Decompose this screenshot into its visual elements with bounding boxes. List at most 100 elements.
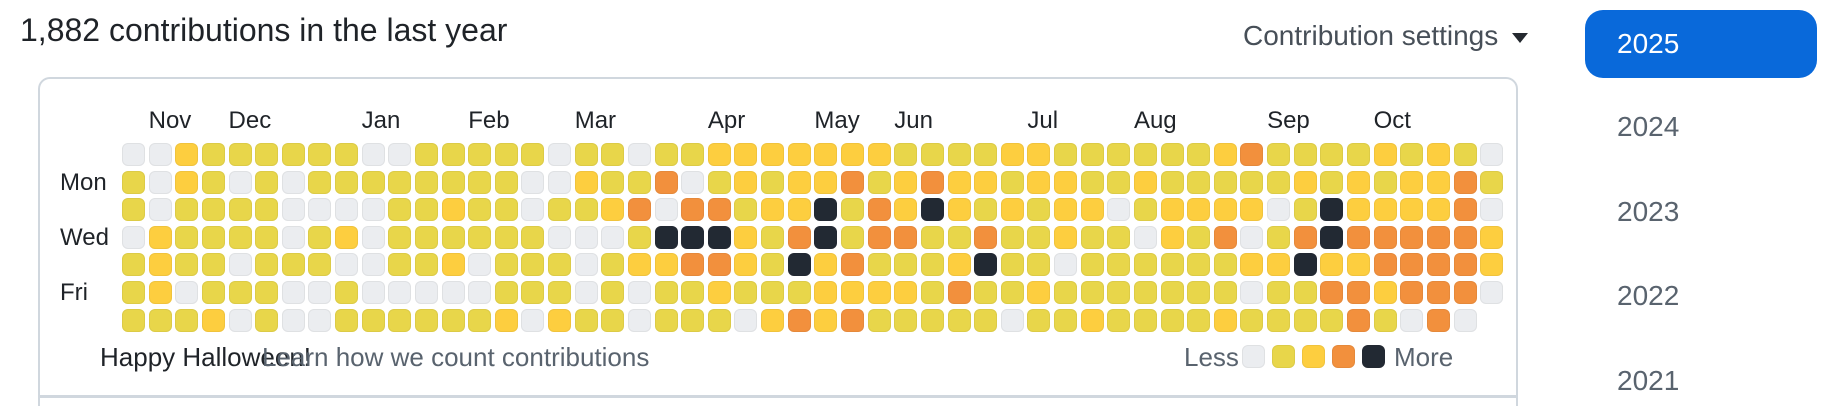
contribution-cell[interactable] [1480, 253, 1504, 277]
contribution-cell[interactable] [867, 281, 891, 304]
contribution-cell[interactable] [1187, 308, 1211, 332]
contribution-cell[interactable] [761, 170, 785, 194]
contribution-cell[interactable] [627, 170, 651, 194]
contribution-cell[interactable] [414, 170, 438, 194]
contribution-cell[interactable] [494, 253, 518, 277]
contribution-cell[interactable] [228, 281, 252, 304]
contribution-cell[interactable] [1373, 308, 1397, 332]
contribution-cell[interactable] [681, 170, 705, 194]
contribution-cell[interactable] [335, 143, 359, 166]
contribution-cell[interactable] [1000, 198, 1024, 222]
contribution-cell[interactable] [627, 281, 651, 304]
contribution-cell[interactable] [1107, 253, 1131, 277]
contribution-cell[interactable] [255, 198, 279, 222]
contribution-cell[interactable] [681, 253, 705, 277]
contribution-cell[interactable] [1480, 143, 1504, 166]
contribution-cell[interactable] [201, 198, 225, 222]
contribution-settings-dropdown[interactable]: Contribution settings [1243, 20, 1529, 52]
contribution-cell[interactable] [787, 281, 811, 304]
contribution-cell[interactable] [1133, 198, 1157, 222]
contribution-cell[interactable] [867, 308, 891, 332]
year-button-2023[interactable]: 2023 [1617, 196, 1680, 227]
contribution-cell[interactable] [1480, 225, 1504, 249]
contribution-cell[interactable] [441, 253, 465, 277]
contribution-cell[interactable] [1054, 198, 1078, 222]
contribution-cell[interactable] [654, 170, 678, 194]
contribution-cell[interactable] [1240, 170, 1264, 194]
contribution-cell[interactable] [361, 308, 385, 332]
contribution-cell[interactable] [1373, 281, 1397, 304]
contribution-cell[interactable] [228, 198, 252, 222]
contribution-cell[interactable] [1267, 170, 1291, 194]
contribution-cell[interactable] [974, 170, 998, 194]
contribution-cell[interactable] [1320, 198, 1344, 222]
contribution-cell[interactable] [228, 225, 252, 249]
contribution-cell[interactable] [1027, 198, 1051, 222]
contribution-cell[interactable] [1400, 225, 1424, 249]
contribution-cell[interactable] [1426, 308, 1450, 332]
contribution-cell[interactable] [841, 253, 864, 277]
contribution-cell[interactable] [228, 170, 252, 194]
contribution-cell[interactable] [601, 170, 625, 194]
contribution-cell[interactable] [1400, 143, 1424, 166]
contribution-cell[interactable] [1160, 308, 1184, 332]
contribution-cell[interactable] [974, 253, 998, 277]
contribution-cell[interactable] [255, 281, 279, 304]
contribution-cell[interactable] [255, 308, 279, 332]
contribution-cell[interactable] [1213, 308, 1237, 332]
contribution-cell[interactable] [1213, 198, 1237, 222]
contribution-cell[interactable] [122, 170, 145, 194]
contribution-cell[interactable] [1080, 308, 1104, 332]
contribution-cell[interactable] [494, 198, 518, 222]
contribution-cell[interactable] [1346, 198, 1370, 222]
contribution-cell[interactable] [974, 143, 998, 166]
contribution-cell[interactable] [920, 143, 944, 166]
contribution-cell[interactable] [894, 253, 918, 277]
contribution-cell[interactable] [1346, 308, 1370, 332]
contribution-cell[interactable] [1293, 225, 1317, 249]
contribution-cell[interactable] [148, 143, 172, 166]
contribution-cell[interactable] [814, 308, 838, 332]
contribution-cell[interactable] [1160, 225, 1184, 249]
contribution-cell[interactable] [761, 253, 785, 277]
contribution-cell[interactable] [654, 225, 678, 249]
contribution-cell[interactable] [1267, 225, 1291, 249]
contribution-cell[interactable] [228, 253, 252, 277]
contribution-cell[interactable] [707, 281, 731, 304]
contribution-cell[interactable] [281, 143, 305, 166]
contribution-cell[interactable] [441, 281, 465, 304]
year-button-2025[interactable]: 2025 [1585, 10, 1817, 78]
contribution-cell[interactable] [414, 143, 438, 166]
contribution-cell[interactable] [1293, 308, 1317, 332]
contribution-cell[interactable] [414, 225, 438, 249]
contribution-cell[interactable] [1054, 281, 1078, 304]
contribution-cell[interactable] [1000, 308, 1024, 332]
contribution-cell[interactable] [707, 253, 731, 277]
contribution-cell[interactable] [388, 281, 412, 304]
contribution-cell[interactable] [308, 225, 332, 249]
contribution-cell[interactable] [1054, 143, 1078, 166]
contribution-cell[interactable] [201, 143, 225, 166]
year-button-2021[interactable]: 2021 [1617, 365, 1680, 396]
contribution-cell[interactable] [841, 225, 864, 249]
contribution-cell[interactable] [1213, 170, 1237, 194]
contribution-cell[interactable] [1054, 308, 1078, 332]
contribution-cell[interactable] [1426, 253, 1450, 277]
contribution-cell[interactable] [1054, 253, 1078, 277]
contribution-cell[interactable] [1107, 170, 1131, 194]
contribution-cell[interactable] [1453, 170, 1477, 194]
contribution-cell[interactable] [681, 143, 705, 166]
contribution-cell[interactable] [814, 198, 838, 222]
contribution-cell[interactable] [175, 308, 199, 332]
contribution-cell[interactable] [201, 308, 225, 332]
contribution-cell[interactable] [361, 143, 385, 166]
contribution-cell[interactable] [974, 225, 998, 249]
contribution-cell[interactable] [494, 143, 518, 166]
contribution-cell[interactable] [1000, 143, 1024, 166]
contribution-cell[interactable] [1027, 170, 1051, 194]
contribution-cell[interactable] [787, 253, 811, 277]
contribution-cell[interactable] [1373, 170, 1397, 194]
contribution-cell[interactable] [841, 281, 864, 304]
contribution-cell[interactable] [761, 225, 785, 249]
contribution-cell[interactable] [894, 170, 918, 194]
